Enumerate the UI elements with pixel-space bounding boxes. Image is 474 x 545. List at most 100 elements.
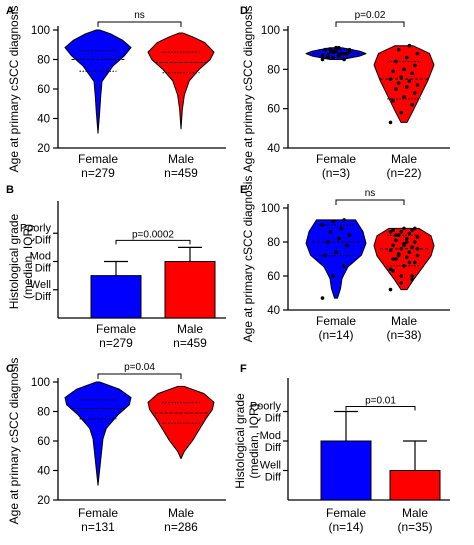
significance-bracket bbox=[335, 199, 405, 205]
data-point bbox=[394, 233, 398, 237]
data-point bbox=[413, 240, 417, 244]
data-point bbox=[407, 79, 412, 83]
x-category-label: Female n=131 bbox=[78, 506, 118, 534]
x-category-label: Male (n=35) bbox=[397, 506, 432, 534]
data-point bbox=[407, 260, 412, 265]
violin bbox=[64, 29, 132, 134]
data-point bbox=[399, 247, 404, 251]
data-point bbox=[391, 243, 396, 248]
data-point bbox=[407, 231, 412, 236]
data-point bbox=[336, 53, 341, 58]
x-category-label: Male n=286 bbox=[164, 506, 198, 534]
y-tick-label: 80 bbox=[37, 55, 50, 67]
data-point bbox=[404, 55, 409, 60]
data-point bbox=[415, 247, 420, 251]
data-point bbox=[326, 240, 330, 244]
y-tick-label: 60 bbox=[37, 436, 50, 448]
violin bbox=[64, 381, 132, 486]
data-point bbox=[391, 269, 396, 273]
significance-bracket bbox=[97, 373, 182, 379]
data-point bbox=[336, 236, 341, 241]
data-point bbox=[410, 277, 414, 282]
data-point bbox=[336, 45, 341, 50]
data-point bbox=[399, 230, 404, 234]
y-axis-label: Age at primary cSCC diagnosis bbox=[241, 176, 255, 343]
significance-bracket bbox=[115, 239, 191, 245]
data-point bbox=[415, 83, 420, 87]
data-point bbox=[323, 253, 328, 258]
significance-label: ns bbox=[134, 10, 145, 21]
panel-letter: F bbox=[240, 363, 247, 375]
data-point bbox=[404, 85, 409, 89]
data-point bbox=[396, 47, 401, 52]
y-tick-label: Poorly Diff bbox=[20, 222, 52, 246]
data-point bbox=[396, 233, 401, 237]
x-category-label: Male (n=22) bbox=[386, 152, 421, 180]
y-tick-label: 100 bbox=[31, 25, 50, 37]
data-point bbox=[331, 219, 336, 224]
y-tick-label: 80 bbox=[267, 64, 280, 76]
data-point bbox=[407, 43, 412, 48]
data-point bbox=[404, 236, 409, 241]
y-axis-label: Histological grade(median, IQR) bbox=[7, 213, 35, 309]
data-point bbox=[394, 59, 398, 64]
data-point bbox=[320, 57, 325, 62]
y-axis-label: Histological grade(median, IQR) bbox=[233, 393, 261, 489]
x-category-label: Male n=459 bbox=[173, 322, 207, 350]
significance-bracket bbox=[97, 21, 182, 27]
data-point bbox=[394, 238, 398, 243]
significance-label: p=0.0002 bbox=[132, 229, 174, 240]
data-point bbox=[402, 226, 406, 231]
data-point bbox=[342, 218, 346, 222]
bar bbox=[320, 440, 372, 501]
panel-letter: C bbox=[6, 363, 14, 375]
data-point bbox=[407, 250, 412, 254]
y-tick-label: 40 bbox=[267, 143, 280, 155]
data-point bbox=[339, 51, 344, 56]
data-point bbox=[388, 77, 393, 81]
data-point bbox=[388, 248, 393, 253]
data-point bbox=[345, 243, 349, 248]
data-point bbox=[410, 274, 414, 278]
y-tick-label: Poorly Diff bbox=[250, 401, 282, 425]
significance-label: p=0.01 bbox=[365, 396, 396, 407]
data-point bbox=[391, 228, 396, 232]
significance-bracket bbox=[345, 406, 416, 411]
data-point bbox=[331, 49, 336, 54]
bar bbox=[389, 470, 441, 501]
x-category-label: Female n=279 bbox=[96, 322, 136, 350]
x-category-label: Male n=459 bbox=[164, 152, 198, 180]
data-point bbox=[320, 53, 325, 58]
data-point bbox=[391, 257, 396, 261]
data-point bbox=[402, 243, 406, 248]
y-tick-label: Well Diff bbox=[260, 460, 282, 484]
data-point bbox=[388, 267, 393, 272]
data-point bbox=[331, 55, 336, 60]
data-point bbox=[326, 53, 330, 58]
data-point bbox=[404, 255, 409, 260]
data-point bbox=[394, 87, 398, 91]
violin bbox=[373, 227, 435, 291]
y-tick-label: 20 bbox=[37, 143, 50, 155]
data-point bbox=[415, 51, 420, 56]
y-axis-label: Age at primary cSCC diagnosis bbox=[7, 358, 21, 525]
data-point bbox=[339, 226, 344, 231]
y-tick-label: 80 bbox=[267, 237, 280, 249]
y-tick-label: 60 bbox=[37, 84, 50, 96]
data-point bbox=[402, 264, 406, 268]
x-category-label: Male (n=38) bbox=[386, 314, 421, 342]
data-point bbox=[399, 75, 404, 79]
x-category-label: Female (n=3) bbox=[316, 152, 356, 180]
data-point bbox=[415, 253, 420, 258]
significance-label: p=0.04 bbox=[124, 362, 155, 373]
data-point bbox=[347, 47, 352, 52]
data-point bbox=[320, 223, 325, 227]
panel-letter: A bbox=[6, 5, 14, 17]
panel-letter: E bbox=[240, 184, 247, 196]
bar bbox=[90, 275, 142, 319]
